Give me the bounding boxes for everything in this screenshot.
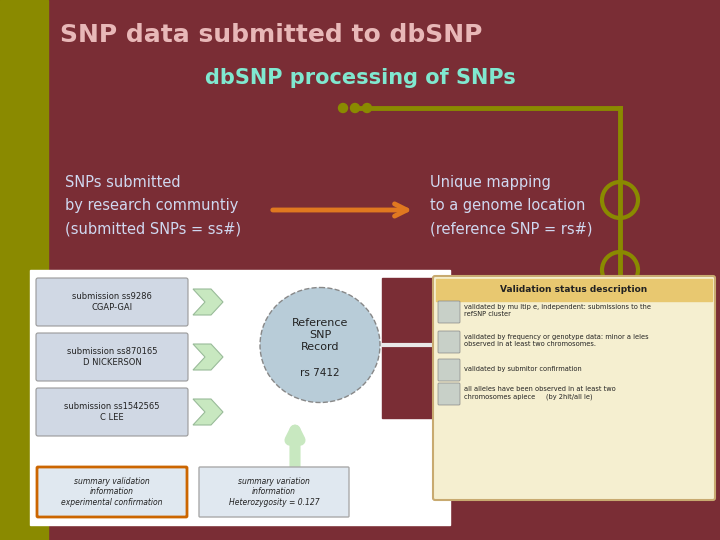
FancyBboxPatch shape [438,359,460,381]
Text: validated by submitor confirmation: validated by submitor confirmation [464,366,582,372]
FancyBboxPatch shape [37,467,187,517]
FancyBboxPatch shape [438,383,460,405]
Bar [436,279,712,301]
Text: Reference
SNP
Record: Reference SNP Record [292,319,348,352]
Circle shape [338,104,348,112]
Bar [382,278,448,418]
Text: Validation status description: Validation status description [500,286,647,294]
Polygon shape [193,399,223,425]
FancyBboxPatch shape [36,388,188,436]
Text: summary validation
information
experimental confirmation: summary validation information experimen… [61,477,163,507]
Text: SNPs submitted
by research communtiy
(submitted SNPs = ss#): SNPs submitted by research communtiy (su… [65,175,241,237]
Text: validated by mu ltip e, independent: submissions to the
refSNP cluster: validated by mu ltip e, independent: sub… [464,305,651,318]
Circle shape [351,104,359,112]
FancyBboxPatch shape [438,301,460,323]
Text: submission ss870165
D NICKERSON: submission ss870165 D NICKERSON [67,347,157,367]
Circle shape [362,104,372,112]
Bar [0,0,48,540]
Polygon shape [193,344,223,370]
Text: Unique mapping
to a genome location
(reference SNP = rs#): Unique mapping to a genome location (ref… [430,175,593,237]
Text: submission ss9286
CGAP-GAI: submission ss9286 CGAP-GAI [72,292,152,312]
FancyBboxPatch shape [438,331,460,353]
Text: summary variation
information
Heterozygosity = 0.127: summary variation information Heterozygo… [229,477,319,507]
Text: SNP data submitted to dbSNP: SNP data submitted to dbSNP [60,23,482,47]
Bar [30,270,450,525]
Text: submission ss1542565
C LEE: submission ss1542565 C LEE [64,402,160,422]
FancyBboxPatch shape [36,333,188,381]
Ellipse shape [260,287,380,402]
Text: all alleles have been observed in at least two
chromosomes apiece     (by 2hit/a: all alleles have been observed in at lea… [464,386,616,400]
Text: validated by frequency or genotype data: minor a leles
observed in at least two : validated by frequency or genotype data:… [464,334,649,348]
Text: dbSNP processing of SNPs: dbSNP processing of SNPs [204,68,516,88]
FancyBboxPatch shape [36,278,188,326]
Polygon shape [193,289,223,315]
FancyBboxPatch shape [199,467,349,517]
Text: rs 7412: rs 7412 [300,368,340,378]
FancyBboxPatch shape [433,276,715,500]
